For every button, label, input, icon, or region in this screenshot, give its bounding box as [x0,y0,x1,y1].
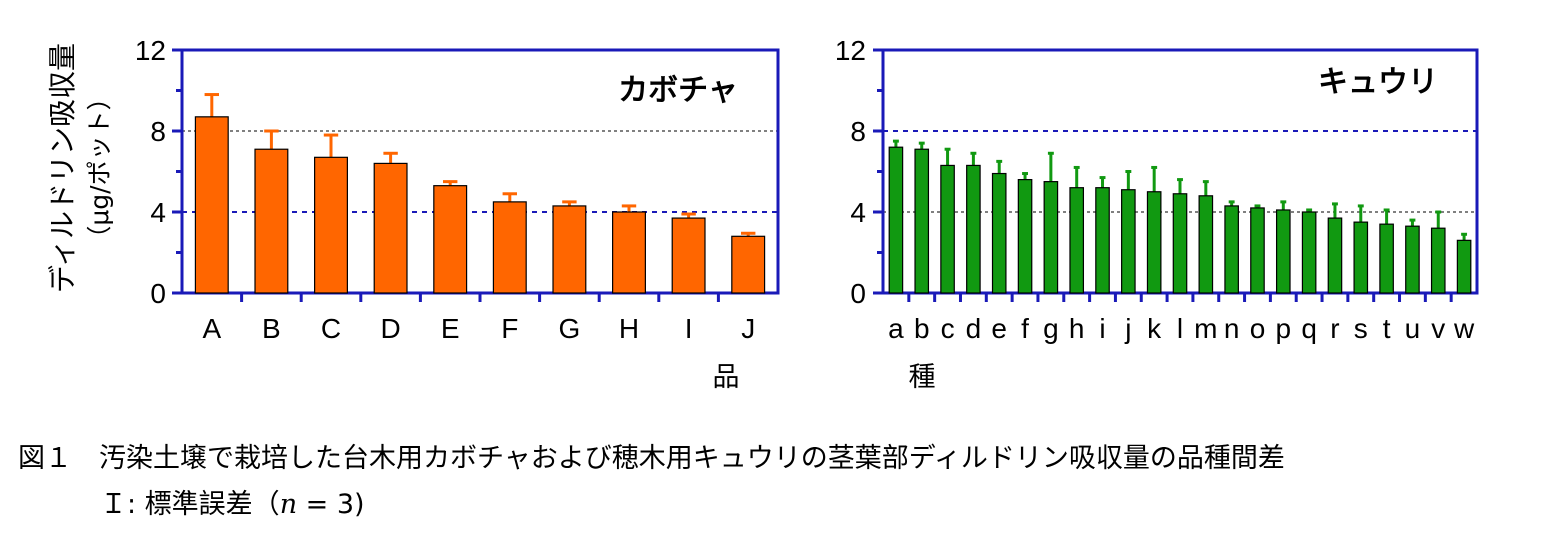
bar [1327,217,1343,294]
x-axis-label-part1: 品 [713,362,740,393]
bar [991,172,1007,294]
x-tick-label: J [741,313,755,344]
x-tick-label: k [1147,313,1162,344]
bar [1379,223,1394,294]
x-tick-label: r [1330,313,1339,344]
x-axis-label-part2: 種 [909,362,936,393]
figure-caption-note: Ｉ: 標準誤差（n = 3) [100,482,365,521]
bar [1224,205,1239,294]
bar [671,217,706,294]
y-tick-label: 4 [150,197,166,228]
bar [1405,225,1420,294]
x-tick-label: d [966,313,982,344]
bar [552,205,587,294]
x-tick-label: a [888,313,904,344]
x-tick-label: c [941,313,955,344]
bar [1069,187,1085,294]
y-tick-label: 8 [850,116,866,147]
chart-pumpkin: 0 4 8 12 A B C D E F G H I J カボチャ [135,35,780,344]
x-tick-label: u [1405,313,1421,344]
x-tick-label: q [1301,313,1317,344]
x-tick-label: o [1250,313,1266,344]
chart-cucumber: 0 4 8 12 a b c d e f g h i j k l m n o p q r s t u v w キュウリ [835,35,1479,344]
bar [1017,179,1033,294]
y-tick-label: 12 [135,35,166,66]
chart-title: カボチャ [618,73,738,108]
x-tick-label: j [1124,313,1131,344]
y-tick-label: 8 [150,116,166,147]
x-tick-label: m [1194,313,1217,344]
bar [1430,227,1446,294]
x-tick-label: t [1383,313,1391,344]
bar [1172,193,1188,294]
bar [1250,207,1265,294]
bar [254,148,289,294]
y-axis-unit: （μg/ポット） [85,85,114,250]
bar [1456,239,1472,294]
bar [1198,195,1214,294]
chart-title: キュウリ [1318,65,1438,100]
x-tick-label: s [1354,313,1368,344]
y-tick-label: 0 [850,278,866,309]
x-tick-label: H [619,313,639,344]
bar [966,164,981,294]
x-tick-label: C [321,313,341,344]
bar [194,116,229,294]
bar [888,146,904,294]
x-tick-label: A [202,313,221,344]
caption-note-n: n [279,489,298,520]
bar [1146,191,1162,294]
bar [1353,221,1369,294]
x-tick-label: e [991,313,1007,344]
caption-note-prefix: Ｉ: 標準誤差（ [100,489,280,520]
x-tick-label: w [1453,313,1475,344]
x-tick-label: b [914,313,930,344]
x-tick-label: i [1099,313,1105,344]
x-tick-label: D [380,313,400,344]
y-tick-label: 4 [850,197,866,228]
x-tick-label: B [262,313,281,344]
x-tick-label: p [1276,313,1292,344]
bar [1121,189,1136,294]
bar [940,164,955,294]
bar [1095,187,1110,294]
x-tick-label: l [1177,313,1183,344]
bar [1043,181,1059,294]
x-tick-label: n [1224,313,1240,344]
x-tick-label: g [1043,313,1059,344]
bar [314,156,348,294]
caption-note-suffix: = 3) [297,489,365,520]
bar [731,235,766,294]
x-tick-label: F [501,313,518,344]
bar [612,211,646,294]
figure-caption: 図１ 汚染土壌で栽培した台木用カボチャおよび穂木用キュウリの茎葉部ディルドリン吸… [18,443,1285,474]
x-tick-label: h [1069,313,1085,344]
x-tick-label: v [1431,313,1445,344]
bar [373,162,408,294]
y-tick-label: 12 [835,35,866,66]
y-tick-label: 0 [150,278,166,309]
bar [433,185,468,294]
x-tick-label: I [685,313,693,344]
x-tick-label: G [559,313,581,344]
bar [1275,209,1291,294]
x-tick-label: E [441,313,460,344]
bar [492,201,527,294]
x-tick-label: f [1021,313,1029,344]
bar [1301,211,1317,294]
y-axis-label: ディルドリン吸収量 [46,43,79,293]
bar [914,148,930,294]
